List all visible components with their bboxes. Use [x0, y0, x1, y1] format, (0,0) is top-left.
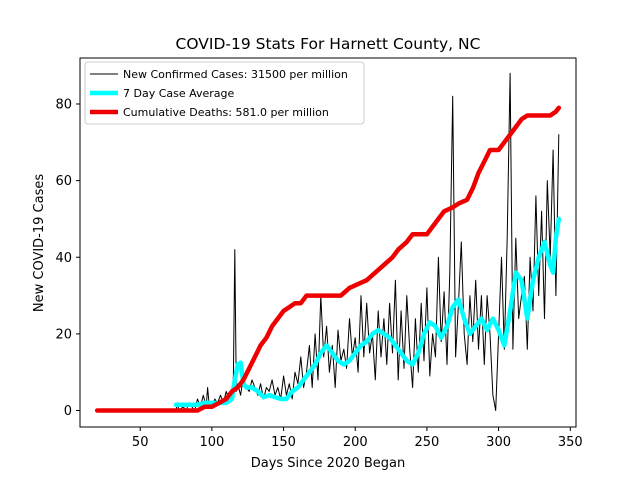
y-axis-label: New COVID-19 Cases	[32, 174, 47, 312]
x-tick-label: 300	[486, 435, 511, 450]
chart-title: COVID-19 Stats For Harnett County, NC	[176, 35, 481, 53]
y-tick-label: 20	[55, 327, 72, 342]
y-tick-label: 80	[55, 97, 72, 112]
series-line-cumulative-deaths	[94, 105, 562, 413]
x-tick-label: 250	[414, 435, 439, 450]
y-axis-ticks: 0 20 40 60 80	[55, 97, 80, 419]
legend-label-new-cases: New Confirmed Cases: 31500 per million	[123, 68, 348, 81]
x-tick-label: 150	[271, 435, 296, 450]
legend: New Confirmed Cases: 31500 per million 7…	[84, 61, 365, 125]
y-tick-label: 60	[55, 174, 72, 189]
x-axis-label: Days Since 2020 Began	[251, 456, 406, 471]
series-line-new-cases	[175, 72, 560, 411]
x-tick-label: 200	[343, 435, 368, 450]
series-layer	[94, 72, 562, 413]
x-tick-label: 350	[558, 435, 583, 450]
x-tick-label: 50	[132, 435, 149, 450]
x-axis-ticks: 50 100 150 200 250 300 350	[132, 427, 583, 450]
y-tick-label: 40	[55, 251, 72, 266]
x-tick-label: 100	[199, 435, 224, 450]
y-tick-label: 0	[64, 404, 72, 419]
plot-frame	[79, 57, 577, 428]
legend-box	[84, 61, 365, 125]
legend-label-7-day-average: 7 Day Case Average	[123, 87, 235, 100]
legend-label-cumulative-deaths: Cumulative Deaths: 581.0 per million	[123, 106, 329, 119]
series-line-seven-day-average	[173, 216, 562, 408]
